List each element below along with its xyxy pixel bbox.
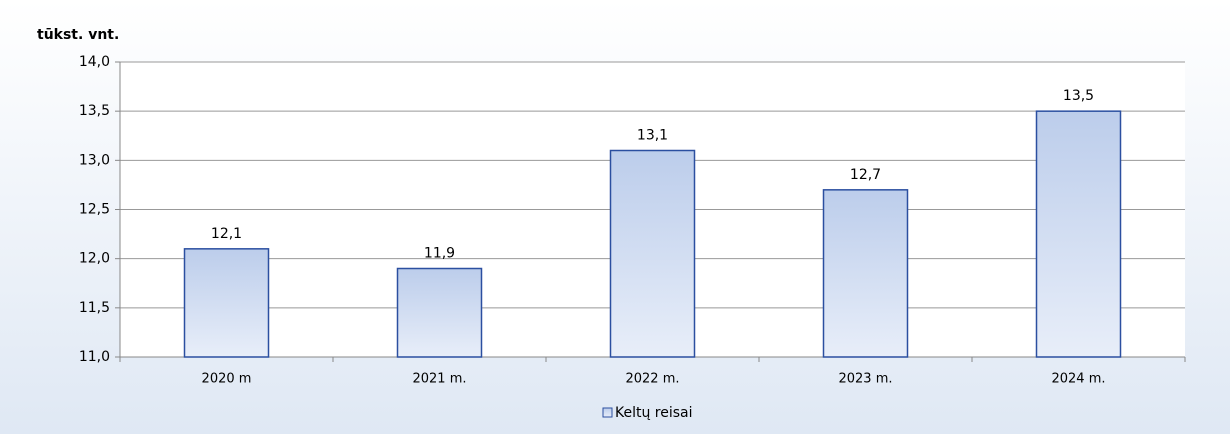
- y-axis-title: tūkst. vnt.: [37, 27, 119, 43]
- x-tick-label: 2023 m.: [838, 372, 892, 387]
- x-tick-label: 2021 m.: [412, 372, 466, 387]
- y-tick-label: 12,5: [79, 202, 110, 218]
- bar: [1035, 110, 1122, 358]
- data-label: 13,1: [637, 128, 668, 144]
- x-tick-label: 2020 m: [202, 372, 252, 387]
- y-tick-label: 13,0: [79, 152, 110, 168]
- y-tick-label: 11,0: [79, 349, 110, 365]
- bar: [822, 189, 909, 358]
- data-label: 12,7: [850, 167, 881, 183]
- y-tick-label: 11,5: [79, 300, 110, 316]
- legend-label: Keltų reisai: [615, 405, 693, 421]
- data-label: 13,5: [1063, 88, 1094, 104]
- legend-swatch: [602, 407, 613, 418]
- x-tick-label: 2022 m.: [625, 372, 679, 387]
- data-label: 12,1: [211, 226, 242, 242]
- y-tick-label: 13,5: [79, 103, 110, 119]
- bar: [183, 248, 270, 358]
- x-tick-label: 2024 m.: [1051, 372, 1105, 387]
- y-tick-label: 14,0: [79, 54, 110, 70]
- bar: [609, 149, 696, 358]
- data-label: 11,9: [424, 246, 455, 262]
- y-tick-label: 12,0: [79, 251, 110, 267]
- bar: [396, 267, 483, 358]
